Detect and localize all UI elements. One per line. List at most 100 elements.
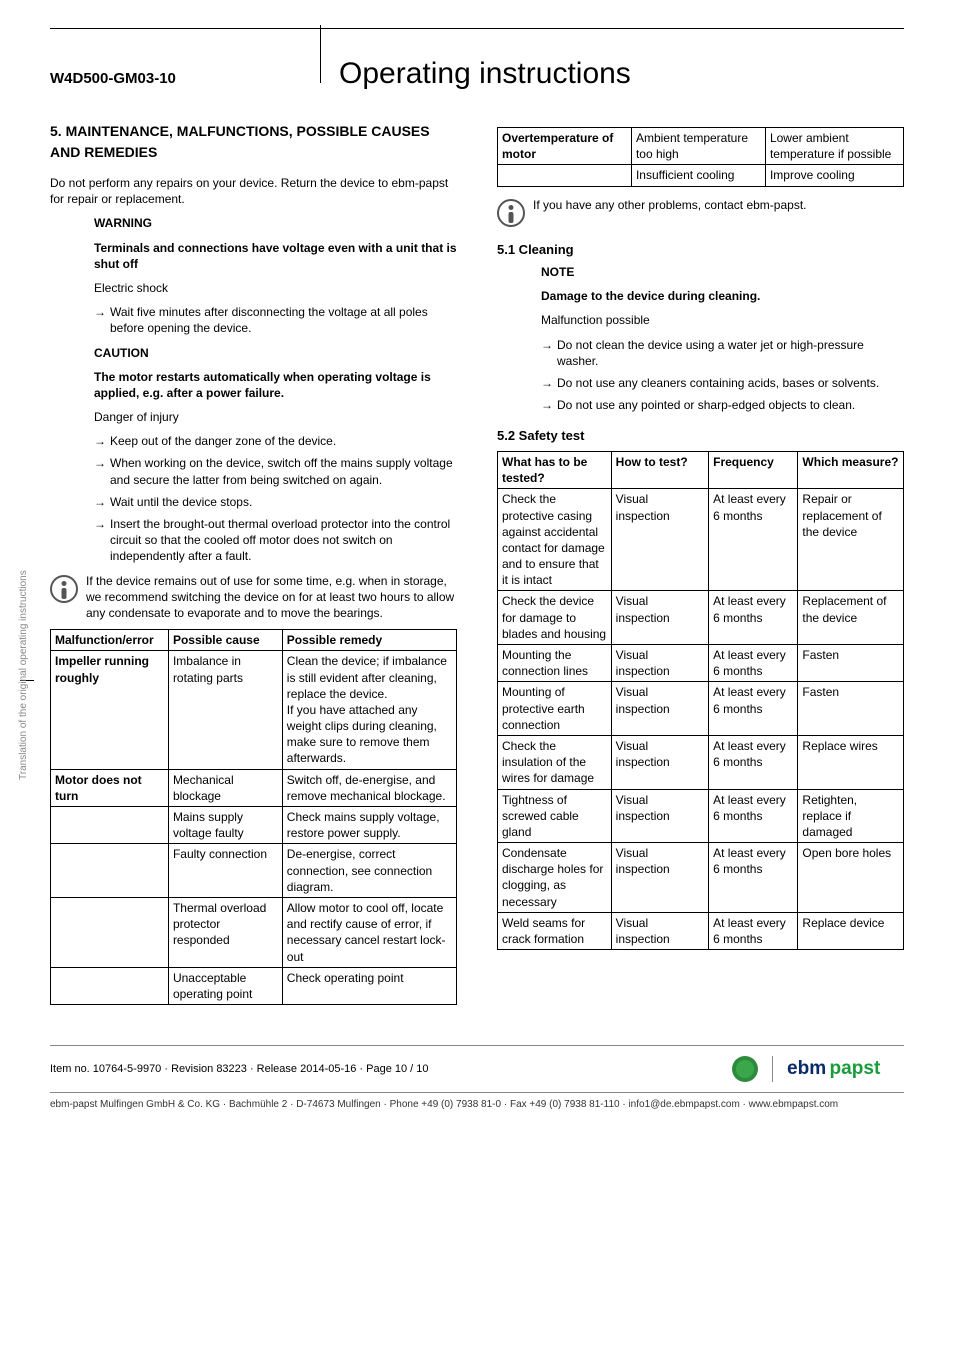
- st-r5-c3: At least every 6 months: [709, 735, 798, 789]
- ot-r2-c2: Insufficient cooling: [631, 165, 765, 186]
- st-r8-c2: Visual inspection: [611, 912, 708, 949]
- mal-r1-c1: Impeller running roughly: [51, 651, 169, 769]
- mal-th-2: Possible cause: [168, 630, 282, 651]
- st-r7-c3: At least every 6 months: [709, 843, 798, 913]
- warning-sub: Electric shock: [94, 280, 457, 296]
- document-title: Operating instructions: [339, 57, 631, 91]
- mal-r2-c2: Mechanical blockage: [168, 769, 282, 806]
- info-text-left: If the device remains out of use for som…: [86, 573, 457, 622]
- ot-r1-c1: Overtemperature of motor: [498, 128, 632, 165]
- st-r8-c1: Weld seams for crack formation: [498, 912, 612, 949]
- mal-r5-c1: [51, 897, 169, 967]
- logo-papst: papst: [829, 1058, 880, 1079]
- st-r1-c3: At least every 6 months: [709, 489, 798, 591]
- malfunction-table: Malfunction/error Possible cause Possibl…: [50, 629, 457, 1005]
- warning-item-1: Wait five minutes after disconnecting th…: [94, 304, 457, 336]
- st-r3-c3: At least every 6 months: [709, 645, 798, 682]
- st-r5-c2: Visual inspection: [611, 735, 708, 789]
- mal-r5-c3: Allow motor to cool off, locate and rect…: [282, 897, 456, 967]
- info-block-left: If the device remains out of use for som…: [50, 573, 457, 622]
- st-r1-c1: Check the protective casing against acci…: [498, 489, 612, 591]
- mal-r3-c3: Check mains supply voltage, restore powe…: [282, 807, 456, 844]
- st-r2-c3: At least every 6 months: [709, 591, 798, 645]
- st-r4-c2: Visual inspection: [611, 682, 708, 736]
- st-r2-c1: Check the device for damage to blades an…: [498, 591, 612, 645]
- st-r6-c4: Retighten, replace if damaged: [798, 789, 904, 843]
- st-r7-c1: Condensate discharge holes for clogging,…: [498, 843, 612, 913]
- st-r7-c4: Open bore holes: [798, 843, 904, 913]
- mal-th-1: Malfunction/error: [51, 630, 169, 651]
- left-column: 5. MAINTENANCE, MALFUNCTIONS, POSSIBLE C…: [50, 121, 457, 1015]
- green-tech-badge-icon: [732, 1056, 758, 1082]
- logo-divider: [772, 1056, 773, 1082]
- ot-r1-c3: Lower ambient temperature if possible: [765, 128, 903, 165]
- header-divider: [320, 25, 321, 83]
- safety-table: What has to be tested? How to test? Freq…: [497, 451, 904, 950]
- ebmpapst-logo-icon: ebm papst: [787, 1058, 904, 1080]
- st-r8-c3: At least every 6 months: [709, 912, 798, 949]
- mal-r1-c2: Imbalance in rotating parts: [168, 651, 282, 769]
- section-5-heading: 5. MAINTENANCE, MALFUNCTIONS, POSSIBLE C…: [50, 121, 457, 163]
- st-r1-c4: Repair or replacement of the device: [798, 489, 904, 591]
- caution-item-3: Wait until the device stops.: [94, 494, 457, 510]
- mal-r4-c1: [51, 844, 169, 898]
- logo-row: ebm papst: [732, 1056, 904, 1082]
- section-5-intro: Do not perform any repairs on your devic…: [50, 175, 457, 207]
- note-block: NOTE Damage to the device during cleanin…: [541, 264, 904, 413]
- caution-item-4: Insert the brought-out thermal overload …: [94, 516, 457, 565]
- note-item-3: Do not use any pointed or sharp-edged ob…: [541, 397, 904, 413]
- info-icon: [497, 199, 525, 227]
- ot-r2-c1: [498, 165, 632, 186]
- st-r6-c2: Visual inspection: [611, 789, 708, 843]
- page-header: W4D500-GM03-10 Operating instructions: [50, 35, 904, 91]
- caution-label: CAUTION: [94, 345, 457, 361]
- mal-r6-c2: Unacceptable operating point: [168, 967, 282, 1004]
- st-r3-c2: Visual inspection: [611, 645, 708, 682]
- st-th-1: What has to be tested?: [498, 451, 612, 488]
- st-r4-c1: Mounting of protective earth connection: [498, 682, 612, 736]
- mal-r6-c1: [51, 967, 169, 1004]
- cleaning-heading: 5.1 Cleaning: [497, 241, 904, 259]
- mal-r2-c3: Switch off, de-energise, and remove mech…: [282, 769, 456, 806]
- note-label: NOTE: [541, 264, 904, 280]
- st-r3-c4: Fasten: [798, 645, 904, 682]
- mal-r3-c1: [51, 807, 169, 844]
- info-icon: [50, 575, 78, 603]
- note-bold: Damage to the device during cleaning.: [541, 288, 904, 304]
- note-sub: Malfunction possible: [541, 312, 904, 328]
- model-number: W4D500-GM03-10: [50, 70, 320, 87]
- caution-item-2: When working on the device, switch off t…: [94, 455, 457, 487]
- info-text-right: If you have any other problems, contact …: [533, 197, 806, 213]
- mal-r2-c1: Motor does not turn: [51, 769, 169, 806]
- st-r8-c4: Replace device: [798, 912, 904, 949]
- mal-r5-c2: Thermal overload protector responded: [168, 897, 282, 967]
- st-r2-c2: Visual inspection: [611, 591, 708, 645]
- footer-row-1: Item no. 10764-5-9970 · Revision 83223 ·…: [50, 1046, 904, 1090]
- caution-sub: Danger of injury: [94, 409, 457, 425]
- caution-bold: The motor restarts automatically when op…: [94, 369, 457, 401]
- footer-company-line: ebm-papst Mulfingen GmbH & Co. KG · Bach…: [50, 1093, 904, 1110]
- st-r1-c2: Visual inspection: [611, 489, 708, 591]
- mal-r4-c2: Faulty connection: [168, 844, 282, 898]
- mal-th-3: Possible remedy: [282, 630, 456, 651]
- st-r4-c3: At least every 6 months: [709, 682, 798, 736]
- ot-r1-c2: Ambient temperature too high: [631, 128, 765, 165]
- safety-heading: 5.2 Safety test: [497, 427, 904, 445]
- st-r3-c1: Mounting the connection lines: [498, 645, 612, 682]
- warning-bold: Terminals and connections have voltage e…: [94, 240, 457, 272]
- caution-item-1: Keep out of the danger zone of the devic…: [94, 433, 457, 449]
- right-column: Overtemperature of motor Ambient tempera…: [497, 121, 904, 1015]
- st-r2-c4: Replacement of the device: [798, 591, 904, 645]
- footer-meta: Item no. 10764-5-9970 · Revision 83223 ·…: [50, 1063, 429, 1075]
- st-r4-c4: Fasten: [798, 682, 904, 736]
- st-th-3: Frequency: [709, 451, 798, 488]
- mal-r1-c3: Clean the device; if imbalance is still …: [282, 651, 456, 769]
- mal-r6-c3: Check operating point: [282, 967, 456, 1004]
- st-r6-c3: At least every 6 months: [709, 789, 798, 843]
- mal-r3-c2: Mains supply voltage faulty: [168, 807, 282, 844]
- ot-r2-c3: Improve cooling: [765, 165, 903, 186]
- side-vertical-text: Translation of the original operating in…: [18, 570, 29, 780]
- overtemperature-table: Overtemperature of motor Ambient tempera…: [497, 127, 904, 187]
- st-r7-c2: Visual inspection: [611, 843, 708, 913]
- note-item-2: Do not use any cleaners containing acids…: [541, 375, 904, 391]
